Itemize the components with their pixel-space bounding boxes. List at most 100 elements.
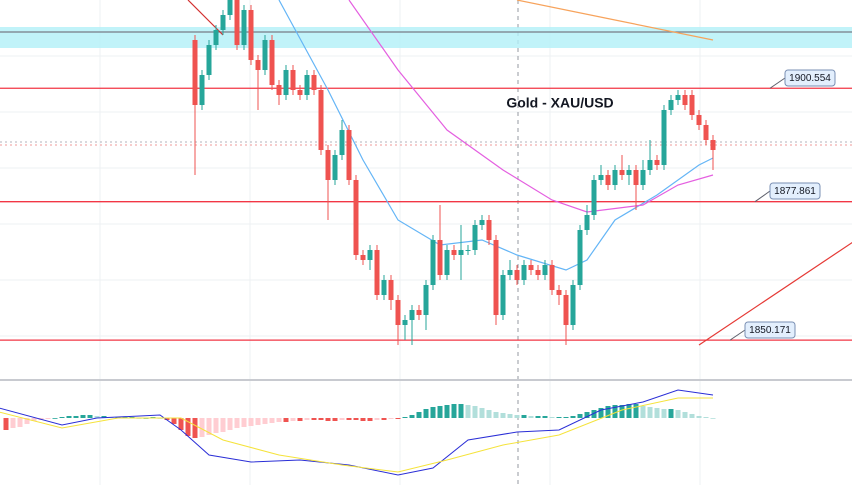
macd-bar xyxy=(94,416,100,418)
macd-bar xyxy=(584,412,590,418)
macd-bar xyxy=(619,405,625,418)
candle-body xyxy=(276,85,282,95)
macd-bar xyxy=(248,418,254,426)
macd-bar xyxy=(17,418,23,427)
macd-bar xyxy=(73,416,79,418)
candle-body xyxy=(465,250,471,251)
macd-bar xyxy=(458,404,464,418)
macd-bar xyxy=(500,413,506,418)
candle-body xyxy=(696,115,702,125)
macd-bar xyxy=(171,418,177,424)
candle-body xyxy=(486,220,492,240)
candle-body xyxy=(339,130,345,155)
macd-bar xyxy=(437,406,443,418)
candle-body xyxy=(528,265,534,270)
candle-body xyxy=(206,45,212,75)
overlay-line xyxy=(698,241,852,346)
price-tag-label: 1877.861 xyxy=(774,186,816,197)
macd-bar xyxy=(563,417,569,418)
macd-bar xyxy=(276,418,282,422)
candle-body xyxy=(374,250,380,295)
candle-body xyxy=(556,290,562,295)
candle-body xyxy=(549,265,555,290)
macd-bar xyxy=(395,418,401,419)
macd-bar xyxy=(388,418,394,419)
macd-bar xyxy=(80,415,86,418)
macd-bar xyxy=(304,418,310,420)
macd-bar xyxy=(269,418,275,423)
candle-body xyxy=(458,250,464,255)
macd-bar xyxy=(206,418,212,435)
macd-bar xyxy=(409,415,415,418)
candle-body xyxy=(626,170,632,175)
candle-body xyxy=(430,240,436,285)
candle-body xyxy=(682,95,688,105)
macd-line xyxy=(0,397,713,473)
candle-body xyxy=(689,95,695,115)
macd-bar xyxy=(325,418,331,421)
macd-bar xyxy=(66,416,72,418)
candle-body xyxy=(325,150,331,180)
macd-bar xyxy=(598,408,604,418)
macd-bar xyxy=(346,418,352,420)
candle-body xyxy=(633,170,639,185)
macd-bar xyxy=(402,417,408,418)
macd-bar xyxy=(549,417,555,418)
candle-body xyxy=(367,250,373,260)
candle-body xyxy=(675,95,681,100)
candle-body xyxy=(710,140,716,150)
candle-body xyxy=(647,160,653,170)
candle-body xyxy=(332,155,338,180)
macd-bar xyxy=(416,412,422,418)
macd-bar xyxy=(661,409,667,418)
macd-bar xyxy=(199,418,205,437)
macd-line xyxy=(0,389,714,476)
macd-bar xyxy=(465,405,471,418)
candle-body xyxy=(381,280,387,295)
candle-body xyxy=(521,265,527,280)
candle-body xyxy=(227,0,233,15)
price-tag xyxy=(784,69,836,87)
macd-bar xyxy=(3,418,9,430)
candle-body xyxy=(192,40,198,105)
macd-bar xyxy=(591,410,597,418)
macd-bar xyxy=(710,418,716,419)
tag-leader xyxy=(769,77,786,89)
macd-bar xyxy=(675,410,681,418)
candle-body xyxy=(262,40,268,70)
macd-bar xyxy=(444,405,450,418)
macd-bar xyxy=(451,404,457,418)
macd-bar xyxy=(682,412,688,418)
candle-body xyxy=(570,285,576,325)
candle-body xyxy=(311,75,317,90)
candle-body xyxy=(479,220,485,225)
candle-body xyxy=(248,10,254,60)
candle-body xyxy=(612,170,618,185)
macd-bar xyxy=(255,418,261,425)
candle-body xyxy=(409,310,415,320)
candle-body xyxy=(402,320,408,325)
macd-bar xyxy=(577,414,583,418)
candle-body xyxy=(542,265,548,275)
candle-body xyxy=(290,70,296,90)
macd-bar xyxy=(353,418,359,420)
macd-bar xyxy=(703,417,709,418)
macd-bar xyxy=(101,416,107,418)
candle-body xyxy=(234,0,240,45)
candle-body xyxy=(605,175,611,185)
macd-bar xyxy=(234,418,240,428)
macd-bar xyxy=(290,418,296,421)
candle-body xyxy=(563,295,569,325)
tag-leader xyxy=(754,190,771,203)
candle-body xyxy=(598,175,604,180)
macd-bar xyxy=(493,412,499,418)
candle-body xyxy=(395,300,401,325)
candle-body xyxy=(346,130,352,180)
macd-bar xyxy=(178,418,184,430)
candle-body xyxy=(444,250,450,275)
macd-bar xyxy=(528,416,534,418)
macd-bar xyxy=(31,418,37,421)
macd-bar xyxy=(185,418,191,436)
macd-bar xyxy=(59,417,65,418)
